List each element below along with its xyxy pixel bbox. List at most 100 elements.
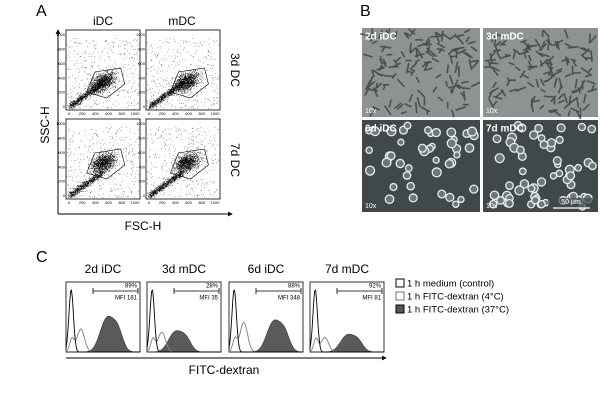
legend-swatch <box>395 291 405 301</box>
cell <box>556 123 566 133</box>
image-title: 3d mDC <box>486 32 524 43</box>
y-tick-label: 200 <box>138 179 145 184</box>
cell <box>552 156 562 166</box>
magnification: 10x <box>486 108 498 115</box>
x-tick-label: 200 <box>159 200 166 205</box>
x-tick-label: 0 <box>148 200 151 205</box>
y-tick-label: 1000 <box>56 32 66 37</box>
cell <box>467 126 478 137</box>
cell <box>514 185 525 196</box>
y-tick-label: 600 <box>138 150 145 155</box>
row-header: 3d DC <box>228 53 242 87</box>
y-tick-label: 1000 <box>136 32 146 37</box>
cell <box>515 145 525 155</box>
cell <box>437 189 447 199</box>
histogram-control <box>228 289 303 353</box>
cell <box>566 171 576 181</box>
y-tick-label: 800 <box>138 135 145 140</box>
x-tick-label: 0 <box>148 111 151 116</box>
scale-bar-label: 50 µm <box>561 199 581 206</box>
x-tick-label: 200 <box>159 111 166 116</box>
scatter-dots <box>146 126 220 199</box>
scatter-dots <box>146 38 220 110</box>
gate-percent: 92% <box>369 284 382 290</box>
x-tick-label: 600 <box>185 200 192 205</box>
cell <box>386 126 397 137</box>
cells <box>360 28 481 118</box>
magnification: 10x <box>365 203 377 210</box>
cell <box>555 169 564 178</box>
cell <box>417 143 427 153</box>
y-axis-label: SSC-H <box>38 106 52 143</box>
x-tick-label: 800 <box>198 111 205 116</box>
mfi: MFI 181 <box>115 296 138 302</box>
cell <box>527 184 536 193</box>
x-tick-label: 200 <box>79 200 86 205</box>
panel-label: B <box>360 3 371 20</box>
cell <box>444 159 455 169</box>
cell <box>423 126 433 135</box>
y-tick-label: 200 <box>58 90 65 95</box>
cell <box>539 140 549 150</box>
row-header: 7d DC <box>228 143 242 177</box>
x-tick-label: 1000 <box>211 111 221 116</box>
magnification: 10x <box>365 108 377 115</box>
x-tick-label: 1000 <box>131 111 141 116</box>
cell <box>446 127 457 138</box>
column-header: iDC <box>93 14 113 28</box>
cell <box>432 156 440 164</box>
histograms: 2d iDC 89% MFI 181 3d mDC 28% MFI 35 6d iDC 88%… <box>65 262 385 353</box>
histogram-title: 6d iDC <box>248 262 285 276</box>
cell <box>457 195 465 204</box>
flow-plots: 0020020040040060060080080010001000002002… <box>56 29 221 205</box>
x-tick-label: 400 <box>92 200 99 205</box>
y-tick-label: 200 <box>58 179 65 184</box>
histogram-title: 7d mDC <box>325 262 369 276</box>
cell <box>546 138 557 148</box>
cell <box>519 179 530 189</box>
legend-swatch <box>395 278 405 288</box>
cell <box>464 143 475 153</box>
x-tick-label: 1000 <box>211 200 221 205</box>
cell <box>529 130 539 140</box>
histogram-title: 2d iDC <box>85 262 122 276</box>
gate-percent: 89% <box>125 284 138 290</box>
cell <box>452 200 460 208</box>
x-tick-label: 800 <box>198 200 205 205</box>
gate-percent: 28% <box>206 284 219 290</box>
cell <box>445 192 455 203</box>
cell <box>577 122 587 132</box>
x-axis-label: FITC-dextran <box>189 363 260 377</box>
image-title: 6d iDC <box>365 124 397 135</box>
x-tick-label: 800 <box>118 200 125 205</box>
x-tick-label: 400 <box>172 111 179 116</box>
cell <box>537 200 546 209</box>
cell <box>489 190 500 201</box>
y-tick-label: 800 <box>58 135 65 140</box>
cell <box>402 171 412 180</box>
legend: 1 h medium (control) 1 h FITC-dextran (4… <box>395 278 509 316</box>
cell <box>403 121 412 130</box>
x-tick-label: 0 <box>68 111 71 116</box>
image-title: 2d iDC <box>365 32 397 43</box>
histogram-control <box>309 289 384 353</box>
column-header: mDC <box>168 14 196 28</box>
mfi: MFI 81 <box>362 296 381 302</box>
cell <box>397 138 405 146</box>
cell <box>384 194 395 205</box>
cell <box>406 181 416 191</box>
y-tick-label: 400 <box>58 164 65 169</box>
y-tick-label: 200 <box>138 90 145 95</box>
cell <box>574 163 583 172</box>
y-tick-label: 0 <box>143 104 146 109</box>
cell <box>517 123 527 133</box>
micrograph <box>362 28 480 117</box>
gate-marker <box>336 288 383 294</box>
gate <box>86 148 126 180</box>
panel-label: C <box>36 249 48 266</box>
cell <box>395 158 405 169</box>
image-title: 7d mDC <box>486 124 524 135</box>
x-tick-label: 200 <box>79 111 86 116</box>
y-tick-label: 1000 <box>136 121 146 126</box>
cell <box>431 127 441 138</box>
